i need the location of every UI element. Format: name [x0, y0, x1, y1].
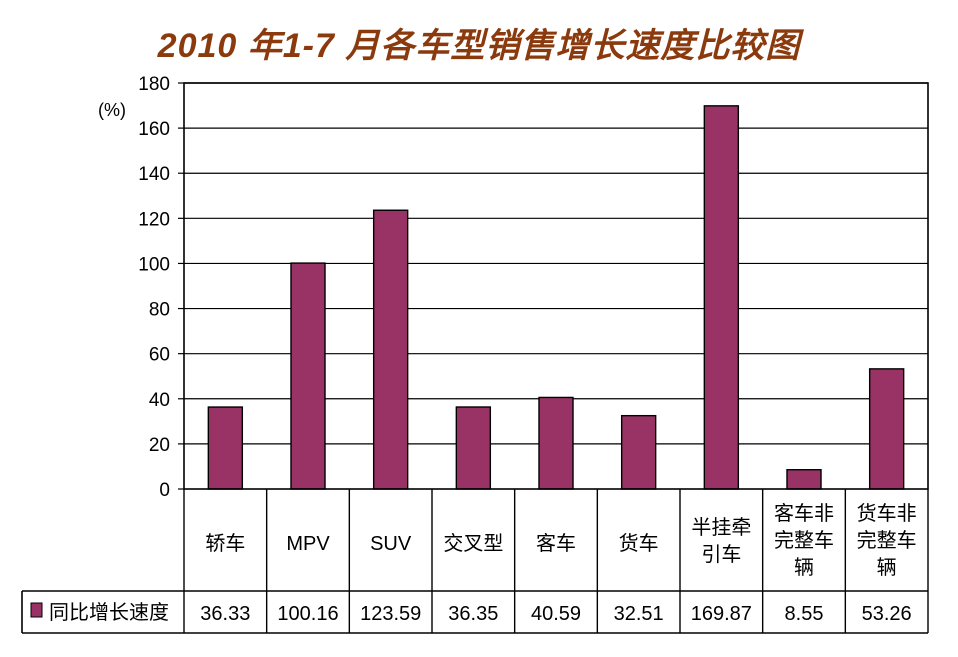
category-label: 货车非 — [857, 502, 917, 525]
category-label: 辆 — [794, 556, 814, 579]
plot-frame — [183, 82, 929, 490]
category-label: 客车非 — [774, 502, 834, 525]
bar — [868, 368, 905, 490]
y-tick-label: 60 — [149, 345, 170, 366]
data-value-label: 53.26 — [862, 603, 912, 625]
bar — [455, 406, 492, 490]
category-label: 交叉型 — [443, 532, 503, 555]
data-value-label: 36.33 — [200, 603, 250, 625]
data-value-label: 40.59 — [531, 603, 581, 625]
y-tick-label: 180 — [138, 74, 170, 95]
y-tick-label: 120 — [138, 209, 170, 230]
legend-swatch — [30, 602, 43, 618]
category-label: 完整车 — [857, 529, 917, 552]
data-value-label: 36.35 — [448, 603, 498, 625]
bar — [372, 209, 409, 490]
y-tick-label: 40 — [149, 390, 170, 411]
y-tick-label: 0 — [159, 480, 170, 501]
category-label: SUV — [370, 533, 412, 555]
category-label: 客车 — [536, 532, 576, 555]
chart-title: 2010 年1-7 月各车型销售增长速度比较图 — [157, 27, 801, 65]
y-tick-label: 100 — [138, 254, 170, 275]
legend-label: 同比增长速度 — [49, 601, 169, 624]
bar — [207, 406, 244, 490]
data-value-label: 8.55 — [785, 603, 824, 625]
y-tick-label: 160 — [138, 119, 170, 140]
y-axis-unit: (%) — [98, 100, 126, 120]
bar — [290, 262, 326, 490]
category-label: MPV — [286, 533, 330, 555]
category-label: 半挂牵 — [691, 516, 751, 539]
category-label: 货车 — [619, 532, 659, 555]
y-tick-label: 20 — [149, 435, 170, 456]
data-value-label: 32.51 — [614, 603, 664, 625]
category-label: 完整车 — [774, 529, 834, 552]
data-value-label: 169.87 — [691, 603, 752, 625]
y-tick-label: 140 — [138, 164, 170, 185]
bar — [703, 105, 740, 490]
category-label: 引车 — [701, 543, 741, 566]
category-label: 辆 — [877, 556, 897, 579]
bar — [620, 414, 657, 490]
data-value-label: 100.16 — [277, 603, 338, 625]
data-value-label: 123.59 — [360, 603, 421, 625]
category-label: 轿车 — [205, 532, 245, 555]
y-tick-label: 80 — [149, 300, 170, 321]
bar — [786, 469, 822, 490]
bar — [538, 396, 574, 490]
